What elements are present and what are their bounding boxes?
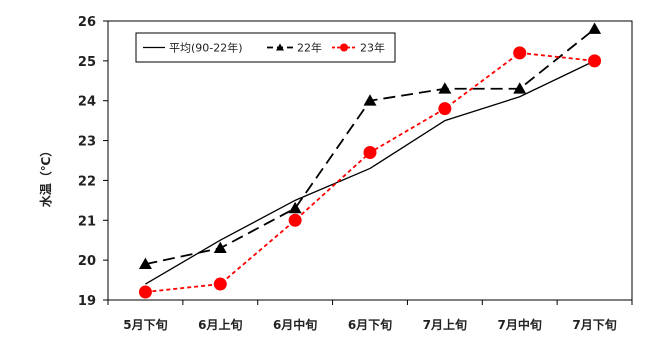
y-tick-label: 21 bbox=[78, 214, 96, 229]
x-tick-label: 5月下旬 bbox=[123, 317, 167, 332]
legend-entry: 23年 bbox=[332, 41, 385, 55]
data-point-triangle bbox=[288, 201, 302, 214]
series-layer bbox=[138, 22, 602, 299]
y-tick-label: 22 bbox=[78, 174, 96, 189]
data-point-circle bbox=[288, 213, 302, 227]
data-point-triangle bbox=[513, 82, 527, 94]
series-1 bbox=[145, 60, 595, 285]
legend: 平均(90-22年) 22年 23年 bbox=[135, 32, 396, 63]
data-point-circle bbox=[138, 285, 152, 299]
legend-entry: 平均(90-22年) bbox=[143, 41, 243, 55]
data-point-circle bbox=[588, 54, 602, 68]
axes: 19 20 21 22 23 24 25 26 5月下旬 6月上旬 6月中旬 6月下旬 7月上旬 7月中旬… bbox=[78, 15, 633, 332]
data-point-circle bbox=[213, 277, 227, 291]
data-point-triangle bbox=[588, 22, 602, 34]
data-point-triangle bbox=[213, 241, 227, 254]
legend-marker bbox=[340, 43, 348, 52]
data-point-triangle bbox=[438, 82, 452, 94]
x-tick-label: 6月上旬 bbox=[198, 317, 242, 332]
x-tick-label: 7月下旬 bbox=[572, 317, 616, 332]
legend-box bbox=[135, 32, 396, 63]
x-tick-label: 6月中旬 bbox=[273, 317, 317, 332]
x-tick-label: 7月中旬 bbox=[498, 317, 542, 332]
data-point-circle bbox=[363, 146, 377, 160]
y-tick-label: 25 bbox=[78, 55, 96, 70]
y-tick-label: 24 bbox=[78, 95, 96, 110]
legend-label: 23年 bbox=[360, 41, 385, 55]
y-tick-label: 20 bbox=[78, 254, 96, 269]
y-axis-title: 水温（℃） bbox=[38, 145, 53, 208]
plot-frame bbox=[107, 20, 633, 301]
x-tick-label: 7月上旬 bbox=[423, 317, 467, 332]
legend-label: 平均(90-22年) bbox=[169, 41, 243, 55]
y-tick-label: 23 bbox=[78, 135, 96, 150]
data-point-circle bbox=[438, 102, 452, 116]
series-line bbox=[145, 60, 595, 285]
data-point-circle bbox=[513, 46, 527, 60]
legend-label: 22年 bbox=[297, 41, 322, 55]
data-point-triangle bbox=[363, 94, 377, 106]
y-tick-label: 26 bbox=[78, 15, 96, 30]
y-tick-label: 19 bbox=[78, 294, 96, 309]
x-tick-label: 6月下旬 bbox=[348, 317, 392, 332]
legend-marker bbox=[276, 43, 284, 51]
series-2 bbox=[138, 22, 602, 270]
legend-entry: 22年 bbox=[267, 41, 322, 55]
series-3 bbox=[138, 46, 602, 299]
data-point-triangle bbox=[138, 257, 152, 270]
